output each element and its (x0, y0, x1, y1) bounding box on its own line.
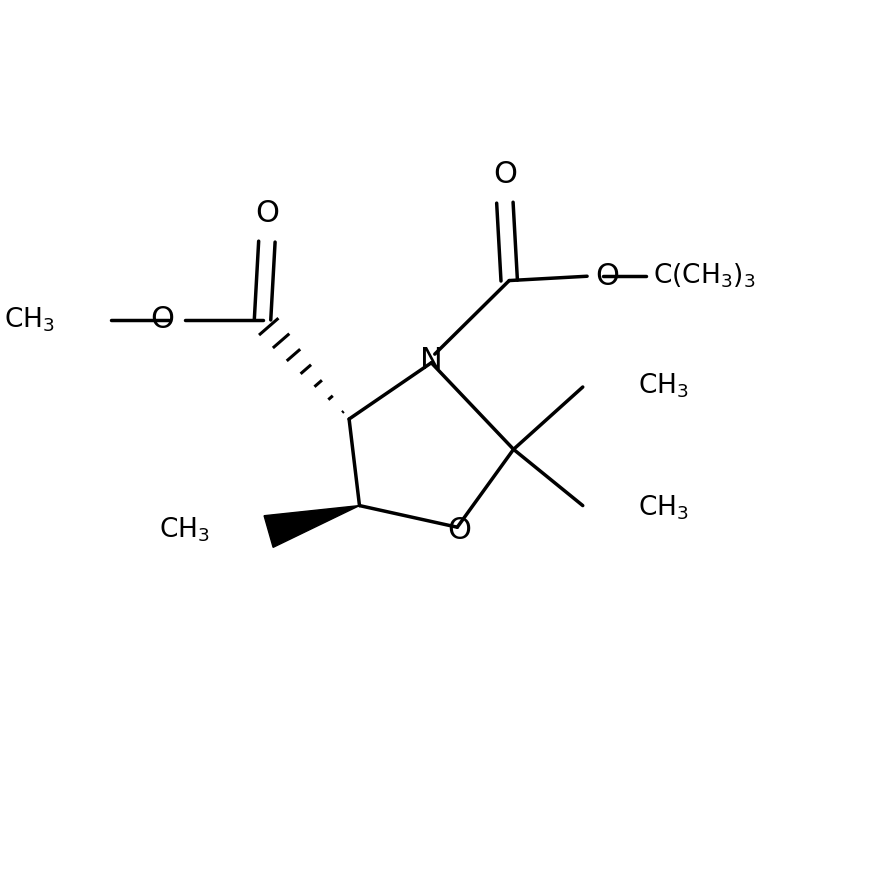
Text: O: O (493, 159, 517, 189)
Text: N: N (420, 345, 442, 375)
Text: CH$_3$: CH$_3$ (638, 371, 689, 400)
Text: O: O (150, 305, 174, 334)
Text: O: O (595, 262, 619, 291)
Polygon shape (264, 506, 360, 547)
Text: O: O (255, 198, 279, 228)
Text: O: O (447, 516, 471, 546)
Text: C(CH$_3$)$_3$: C(CH$_3$)$_3$ (653, 262, 756, 290)
Text: CH$_3$: CH$_3$ (4, 305, 55, 334)
Text: CH$_3$: CH$_3$ (638, 493, 689, 522)
Text: CH$_3$: CH$_3$ (159, 515, 210, 544)
